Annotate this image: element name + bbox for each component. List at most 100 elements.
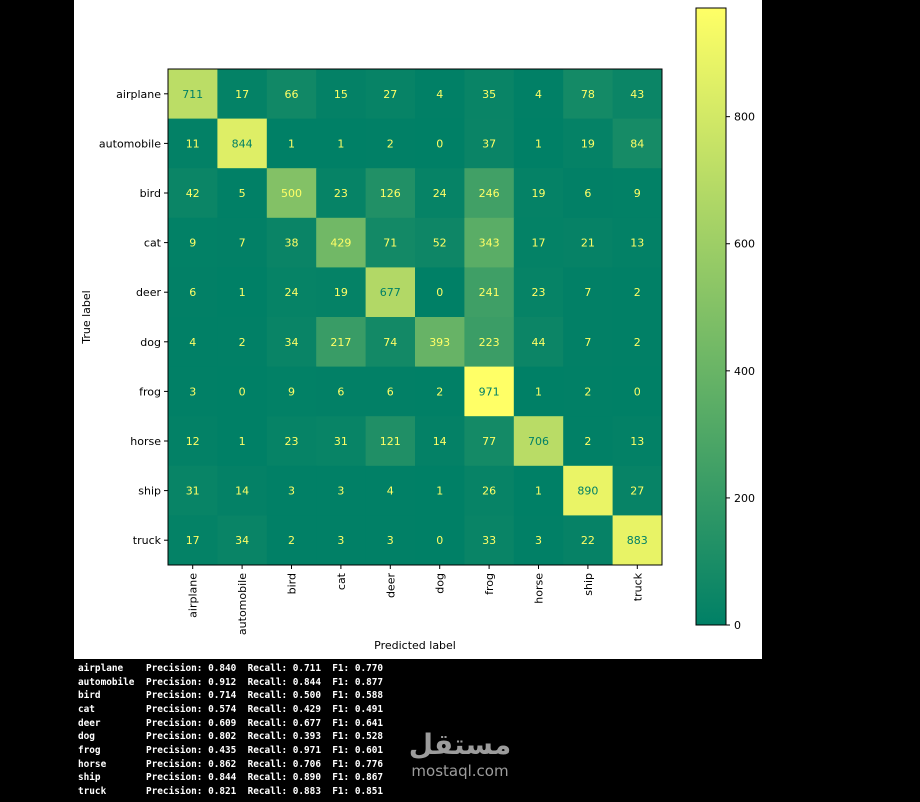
cell-value-label: 7 [584, 286, 591, 299]
cell-value-label: 223 [479, 336, 500, 349]
cell-value-label: 890 [577, 485, 598, 498]
matrix-cell [513, 69, 564, 120]
y-tick-label: airplane [116, 88, 161, 101]
matrix-cell [316, 366, 367, 417]
matrix-cell [464, 317, 515, 368]
matrix-cell [365, 465, 416, 516]
matrix-cell [266, 366, 317, 417]
matrix-cell [464, 118, 515, 169]
matrix-cell [365, 366, 416, 417]
cell-value-label: 6 [584, 187, 591, 200]
cell-value-label: 126 [380, 187, 401, 200]
cell-value-label: 4 [535, 88, 542, 101]
matrix-cell [563, 168, 614, 219]
cell-value-label: 2 [584, 435, 591, 448]
matrix-cell [168, 69, 218, 120]
cell-value-label: 1 [288, 137, 295, 150]
metric-class-name: truck [78, 785, 107, 797]
matrix-cell [365, 515, 416, 566]
cell-value-label: 42 [186, 187, 200, 200]
matrix-cell [415, 267, 465, 318]
cell-value-label: 14 [235, 485, 249, 498]
metric-values: Precision: 0.840 Recall: 0.711 F1: 0.770 [146, 663, 384, 674]
matrix-cell [266, 267, 317, 318]
cell-value-label: 844 [232, 137, 253, 150]
matrix-cell [168, 416, 218, 467]
cell-value-label: 1 [436, 485, 443, 498]
cell-value-label: 71 [383, 237, 397, 250]
metrics-report: airplane Precision: 0.840 Recall: 0.711 F… [78, 662, 383, 799]
cell-value-label: 17 [532, 237, 546, 250]
matrix-cell [217, 69, 268, 120]
matrix-cell [612, 515, 663, 566]
y-tick-label: deer [136, 286, 162, 299]
cell-value-label: 66 [285, 88, 299, 101]
cell-value-label: 19 [334, 286, 348, 299]
matrix-cell [464, 366, 515, 417]
matrix-cell [168, 118, 218, 169]
x-tick-label: ship [582, 573, 595, 596]
metric-values: Precision: 0.862 Recall: 0.706 F1: 0.776 [146, 758, 384, 770]
cell-value-label: 17 [235, 88, 249, 101]
cell-value-label: 2 [634, 336, 641, 349]
y-tick-label: bird [140, 187, 161, 200]
matrix-cell [168, 267, 218, 318]
matrix-cell [563, 515, 614, 566]
cell-value-label: 4 [387, 485, 394, 498]
matrix-cell [217, 168, 268, 219]
matrix-cell [266, 317, 317, 368]
y-tick-label: cat [144, 237, 162, 250]
cell-value-label: 14 [433, 435, 447, 448]
cell-value-label: 7 [239, 237, 246, 250]
cell-value-label: 34 [235, 534, 249, 547]
matrix-cell [266, 168, 317, 219]
matrix-cell [415, 366, 465, 417]
cell-value-label: 0 [436, 534, 443, 547]
metric-class-name: frog [78, 744, 101, 756]
matrix-cell [563, 69, 614, 120]
cell-value-label: 27 [383, 88, 397, 101]
metric-row: frog Precision: 0.435 Recall: 0.971 F1: 0… [78, 744, 383, 758]
cell-value-label: 23 [532, 286, 546, 299]
metric-values: Precision: 0.435 Recall: 0.971 F1: 0.601 [146, 744, 384, 756]
matrix-cell [464, 168, 515, 219]
y-tick-label: horse [130, 435, 161, 448]
y-axis-label: True label [80, 290, 93, 344]
matrix-cell [316, 217, 367, 268]
cell-value-label: 23 [334, 187, 348, 200]
x-tick-label: airplane [187, 573, 200, 618]
matrix-cell [415, 465, 465, 516]
cell-value-label: 24 [285, 286, 299, 299]
matrix-cell [365, 317, 416, 368]
cell-value-label: 2 [634, 286, 641, 299]
matrix-cell [316, 69, 367, 120]
metric-values: Precision: 0.574 Recall: 0.429 F1: 0.491 [146, 703, 384, 715]
cell-value-label: 2 [436, 385, 443, 398]
cell-value-label: 7 [584, 336, 591, 349]
cell-value-label: 12 [186, 435, 200, 448]
matrix-cell [365, 168, 416, 219]
cell-value-label: 19 [581, 137, 595, 150]
matrix-cell [266, 217, 317, 268]
x-tick-label: horse [533, 573, 546, 604]
cell-value-label: 34 [285, 336, 299, 349]
cell-value-label: 677 [380, 286, 401, 299]
cell-value-label: 21 [581, 237, 595, 250]
metric-row: dog Precision: 0.802 Recall: 0.393 F1: 0.… [78, 730, 383, 744]
matrix-cell [316, 118, 367, 169]
matrix-cell [217, 317, 268, 368]
matrix-cell [365, 118, 416, 169]
cell-value-label: 43 [630, 88, 644, 101]
cell-value-label: 0 [634, 385, 641, 398]
cell-value-label: 0 [436, 137, 443, 150]
matrix-cell [563, 317, 614, 368]
matrix-cell [563, 217, 614, 268]
metric-class-name: automobile [78, 676, 135, 688]
matrix-cell [168, 465, 218, 516]
plot-frame [167, 68, 663, 566]
matrix-cell [217, 515, 268, 566]
x-tick-label: automobile [236, 573, 249, 635]
cell-value-label: 246 [479, 187, 500, 200]
metric-class-name: ship [78, 772, 101, 784]
matrix-cell [266, 416, 317, 467]
